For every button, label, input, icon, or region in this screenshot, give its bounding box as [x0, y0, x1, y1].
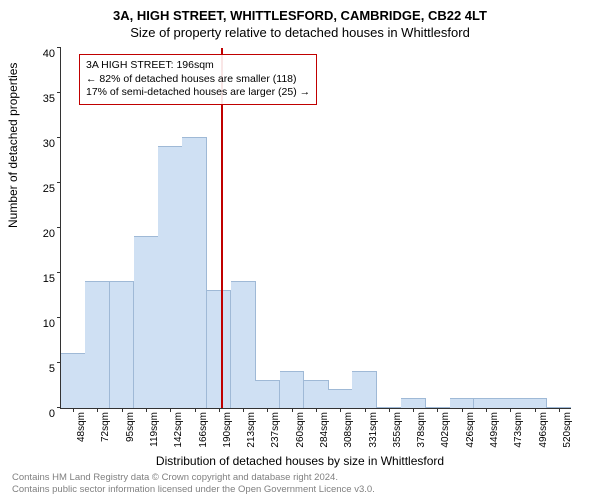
- x-tick-label: 48sqm: [76, 412, 87, 442]
- x-tick-mark: [389, 408, 390, 412]
- y-tick-mark: [57, 92, 61, 93]
- x-tick-mark: [462, 408, 463, 412]
- annotation-line-1: 3A HIGH STREET: 196sqm: [86, 59, 310, 73]
- histogram-bar: [522, 398, 547, 408]
- x-tick-mark: [316, 408, 317, 412]
- footer-attribution: Contains HM Land Registry data © Crown c…: [12, 472, 375, 496]
- x-tick-mark: [437, 408, 438, 412]
- y-axis-label: Number of detached properties: [6, 63, 20, 228]
- footer-line-1: Contains HM Land Registry data © Crown c…: [12, 472, 375, 484]
- x-tick-label: 284sqm: [319, 412, 330, 448]
- x-tick-label: 72sqm: [100, 412, 111, 442]
- y-tick-label: 5: [31, 363, 61, 375]
- histogram-bar: [474, 398, 499, 408]
- y-tick-mark: [57, 317, 61, 318]
- y-tick-label: 40: [31, 48, 61, 60]
- x-tick-label: 496sqm: [538, 412, 549, 448]
- histogram-bar: [255, 380, 280, 408]
- x-tick-label: 260sqm: [295, 412, 306, 448]
- x-tick-mark: [73, 408, 74, 412]
- histogram-bar: [304, 380, 329, 408]
- histogram-bar: [401, 398, 426, 408]
- y-tick-label: 25: [31, 183, 61, 195]
- x-tick-mark: [340, 408, 341, 412]
- x-tick-label: 95sqm: [125, 412, 136, 442]
- histogram-bar: [158, 146, 183, 408]
- x-tick-mark: [195, 408, 196, 412]
- chart-subtitle: Size of property relative to detached ho…: [0, 23, 600, 40]
- x-tick-label: 142sqm: [173, 412, 184, 448]
- x-tick-label: 166sqm: [198, 412, 209, 448]
- histogram-bar: [182, 137, 207, 408]
- histogram-bar: [85, 281, 110, 408]
- y-tick-label: 10: [31, 318, 61, 330]
- x-tick-label: 520sqm: [562, 412, 573, 448]
- annotation-box: 3A HIGH STREET: 196sqm← 82% of detached …: [79, 54, 317, 105]
- histogram-bar: [207, 290, 232, 408]
- x-tick-label: 355sqm: [392, 412, 403, 448]
- x-tick-label: 402sqm: [440, 412, 451, 448]
- y-tick-label: 30: [31, 138, 61, 150]
- x-tick-label: 473sqm: [513, 412, 524, 448]
- annotation-line-3: 17% of semi-detached houses are larger (…: [86, 86, 310, 100]
- x-tick-mark: [510, 408, 511, 412]
- y-tick-label: 20: [31, 228, 61, 240]
- x-tick-mark: [97, 408, 98, 412]
- x-tick-label: 426sqm: [465, 412, 476, 448]
- y-tick-mark: [57, 272, 61, 273]
- x-tick-label: 190sqm: [222, 412, 233, 448]
- y-tick-mark: [57, 137, 61, 138]
- y-tick-label: 35: [31, 93, 61, 105]
- y-tick-mark: [57, 182, 61, 183]
- x-tick-mark: [267, 408, 268, 412]
- x-tick-label: 237sqm: [270, 412, 281, 448]
- x-tick-mark: [486, 408, 487, 412]
- y-tick-label: 15: [31, 273, 61, 285]
- x-tick-mark: [122, 408, 123, 412]
- x-tick-label: 308sqm: [343, 412, 354, 448]
- x-tick-mark: [535, 408, 536, 412]
- x-tick-mark: [365, 408, 366, 412]
- histogram-bar: [450, 398, 475, 408]
- histogram-bar: [328, 389, 353, 408]
- histogram-bar: [134, 236, 159, 408]
- x-tick-label: 213sqm: [246, 412, 257, 448]
- x-tick-mark: [243, 408, 244, 412]
- x-tick-mark: [559, 408, 560, 412]
- histogram-bar: [61, 353, 86, 408]
- x-tick-label: 331sqm: [368, 412, 379, 448]
- x-tick-mark: [219, 408, 220, 412]
- histogram-bar: [110, 281, 135, 408]
- x-tick-mark: [413, 408, 414, 412]
- x-tick-label: 119sqm: [149, 412, 160, 447]
- histogram-bar: [280, 371, 305, 408]
- chart-plot-area: 051015202530354048sqm72sqm95sqm119sqm142…: [60, 48, 571, 409]
- histogram-bar: [352, 371, 377, 408]
- y-tick-mark: [57, 47, 61, 48]
- x-tick-label: 449sqm: [489, 412, 500, 448]
- annotation-line-2: ← 82% of detached houses are smaller (11…: [86, 73, 310, 87]
- footer-line-2: Contains public sector information licen…: [12, 484, 375, 496]
- histogram-bar: [498, 398, 523, 408]
- x-tick-label: 378sqm: [416, 412, 427, 448]
- y-tick-mark: [57, 227, 61, 228]
- x-tick-mark: [292, 408, 293, 412]
- x-tick-mark: [170, 408, 171, 412]
- histogram-bar: [231, 281, 256, 408]
- y-tick-label: 0: [31, 408, 61, 420]
- x-tick-mark: [146, 408, 147, 412]
- chart-title: 3A, HIGH STREET, WHITTLESFORD, CAMBRIDGE…: [0, 0, 600, 23]
- x-axis-label: Distribution of detached houses by size …: [0, 454, 600, 468]
